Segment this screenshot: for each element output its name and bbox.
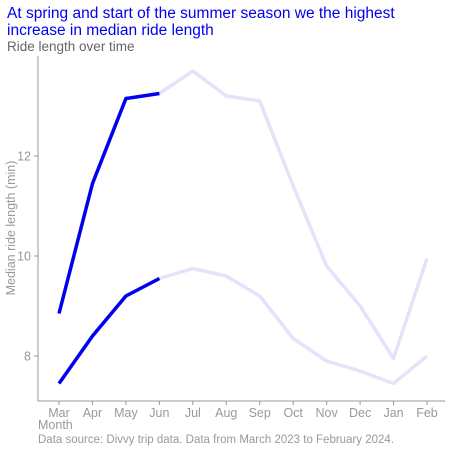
plot-area — [57, 69, 429, 386]
x-tick-label: Aug — [215, 406, 237, 420]
x-tick-label: Jun — [149, 406, 169, 420]
series-line-highlight-1 — [57, 91, 160, 314]
series-line-highlight-2 — [57, 276, 161, 385]
y-axis-title: Median ride length (min) — [4, 161, 18, 296]
data-source-caption: Data source: Divvy trip data. Data from … — [38, 434, 395, 446]
x-tick-label: Apr — [83, 406, 102, 420]
x-tick-label: Dec — [349, 406, 371, 420]
x-tick-label: May — [114, 406, 138, 420]
chart-subtitle: Ride length over time — [7, 39, 135, 54]
x-tick-label: Oct — [283, 406, 303, 420]
x-axis-title: Month — [38, 418, 73, 432]
y-tick-label: 10 — [17, 250, 31, 264]
y-tick-label: 8 — [24, 350, 31, 364]
series-line-full-1 — [57, 69, 429, 361]
x-tick-label: Nov — [316, 406, 339, 420]
chart-title: At spring and start of the summer season… — [7, 5, 395, 39]
x-tick-label: Jan — [383, 406, 403, 420]
x-tick-label: Mar — [48, 406, 70, 420]
x-tick-label: Jul — [185, 406, 201, 420]
y-axis-ticks: 8 10 12 — [17, 150, 38, 364]
x-tick-label: Sep — [249, 406, 271, 420]
x-tick-label: Feb — [416, 406, 438, 420]
y-tick-label: 12 — [17, 150, 31, 164]
x-axis-ticks: Mar Apr May Jun Jul Aug Sep Oct Nov Dec Jan Feb — [48, 401, 438, 420]
